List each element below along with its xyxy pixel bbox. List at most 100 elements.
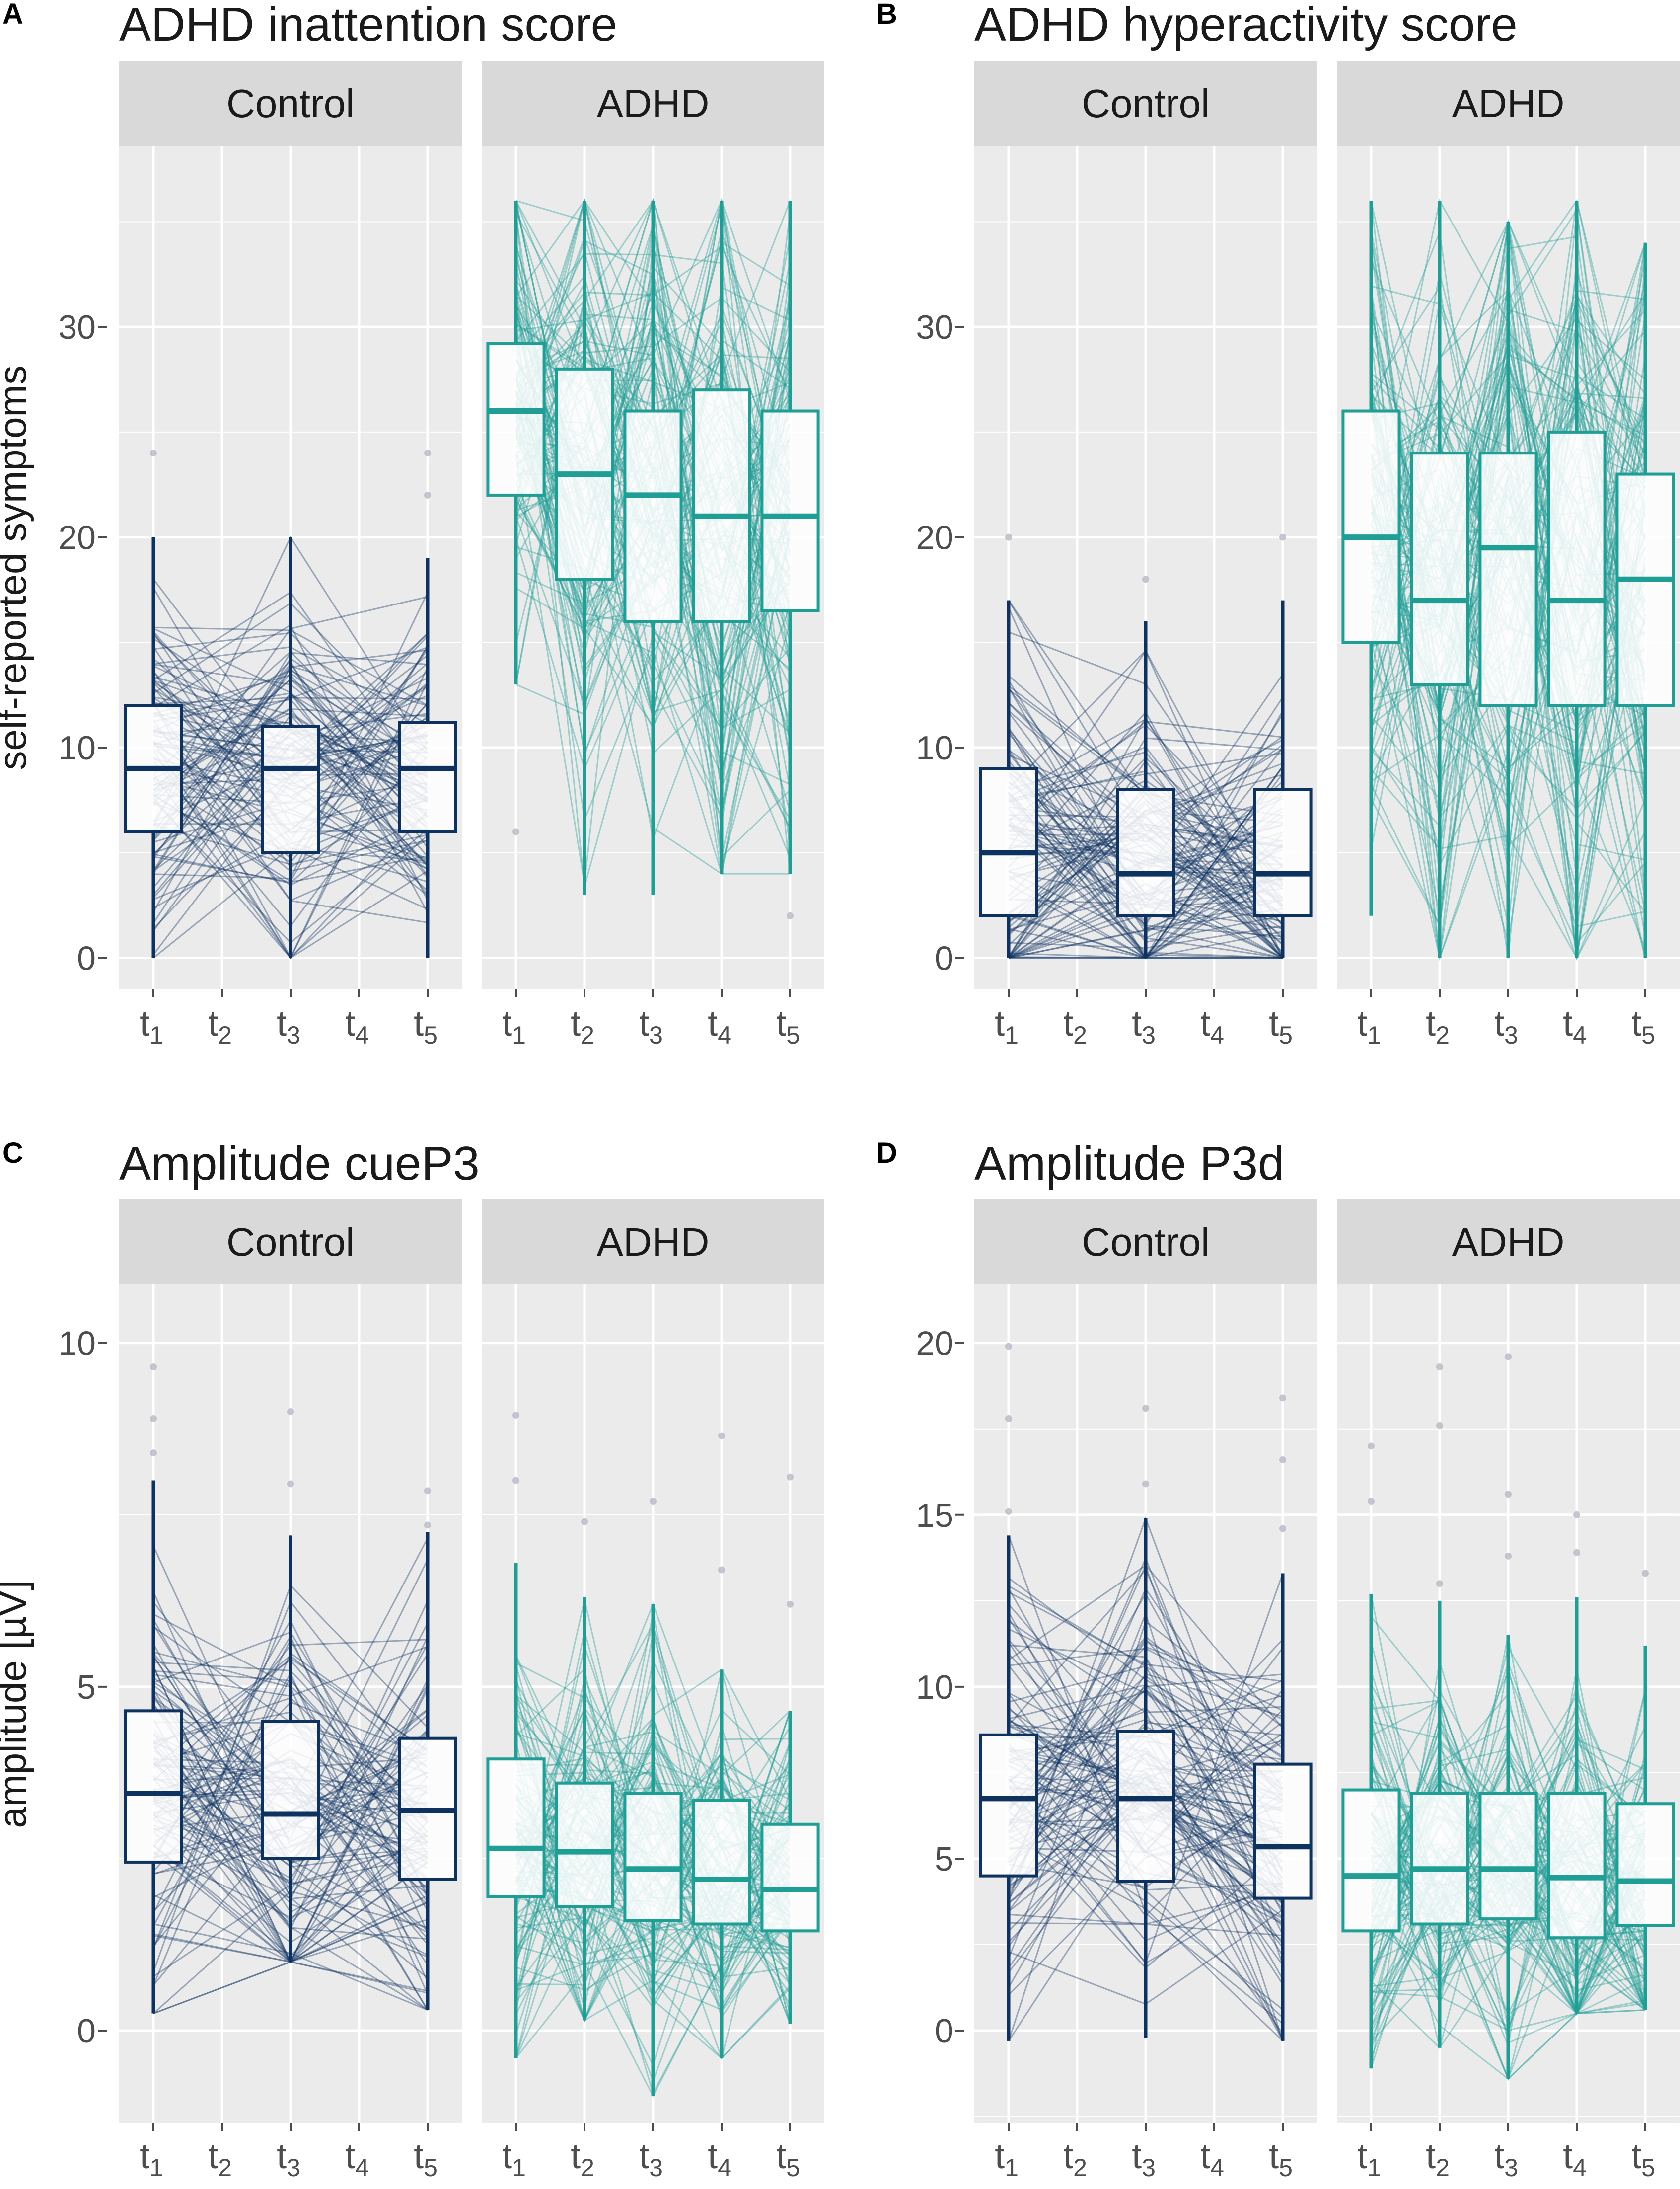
x-tick-label: t3	[277, 1004, 300, 1049]
participant-line	[152, 1666, 429, 1963]
outlier-point	[1279, 533, 1286, 541]
x-tick-label: t3	[1132, 2136, 1156, 2182]
box-iqr	[623, 409, 683, 623]
participant-line	[152, 1666, 428, 1963]
participant-line	[1008, 749, 1283, 959]
x-tick-label: t1	[140, 1004, 163, 1049]
outlier-point	[718, 1432, 725, 1439]
x-tick-label: t1	[1357, 1004, 1381, 1049]
outlier-point	[1368, 1442, 1375, 1450]
facet-adhd: ADHD t1 t2 t3 t4 t5	[482, 61, 824, 1049]
x-tick-label: t1	[995, 2136, 1019, 2182]
x-tick-label: t5	[1631, 1004, 1655, 1049]
outlier-point	[1436, 1422, 1443, 1429]
outlier-point	[1368, 1498, 1375, 1505]
x-tick-label: t5	[1631, 2136, 1655, 2182]
x-tick-label: t1	[995, 1004, 1019, 1049]
outlier-point	[424, 1521, 431, 1529]
facet-strip-label: ADHD	[597, 81, 710, 126]
x-tick-label: t1	[1357, 2136, 1381, 2182]
participant-line	[153, 1961, 428, 2014]
panel-title: Amplitude cueP3	[119, 1137, 480, 1190]
box-iqr	[692, 388, 751, 623]
outlier-point	[512, 1477, 519, 1484]
box-iqr	[623, 1792, 683, 1922]
x-tick-label: t4	[1200, 1004, 1224, 1049]
outlier-point	[581, 1518, 588, 1525]
y-tick-label: 10	[58, 729, 96, 767]
x-tick-label: t4	[708, 1004, 731, 1049]
outlier-point	[1573, 1511, 1580, 1518]
participant-line	[153, 1730, 429, 1963]
participant-line	[1008, 773, 1284, 959]
participant-line	[1008, 730, 1284, 959]
participant-line	[1008, 819, 1283, 959]
boxplot-t3	[623, 201, 683, 895]
box-iqr	[1547, 430, 1607, 707]
boxplot-t5	[1615, 242, 1675, 958]
outlier-point	[1505, 1353, 1512, 1360]
boxplot-t1	[1341, 1593, 1401, 2069]
x-tick-label: t3	[1132, 1004, 1156, 1049]
outlier-point	[1005, 1343, 1012, 1350]
y-tick-label: 0	[77, 939, 96, 977]
x-tick-label: t1	[140, 2136, 163, 2182]
box-iqr	[692, 1799, 751, 1926]
x-tick-label: t5	[1269, 1004, 1293, 1049]
participant-line	[152, 1777, 429, 1963]
participant-line	[1008, 765, 1284, 959]
panel-letter: B	[877, 0, 897, 30]
x-tick-label: t5	[414, 1004, 438, 1049]
outlier-point	[1142, 1405, 1149, 1412]
outlier-point	[424, 1487, 431, 1495]
x-tick-label: t2	[208, 1004, 232, 1049]
outlier-point	[1642, 1570, 1649, 1577]
x-tick-label: t5	[776, 2136, 800, 2182]
y-tick-label: 10	[58, 1325, 96, 1362]
x-tick-label: t4	[1563, 2136, 1587, 2182]
boxplot-t1	[486, 1563, 546, 2058]
boxplot-t2	[1410, 201, 1469, 958]
box-iqr	[261, 725, 320, 854]
outlier-point	[424, 491, 431, 499]
boxplot-t4	[692, 1669, 751, 2058]
boxplot-t4	[692, 201, 751, 874]
participant-line	[152, 1685, 429, 1963]
outlier-point	[1279, 1525, 1286, 1532]
outlier-point	[1005, 1508, 1012, 1515]
outlier-point	[718, 1566, 725, 1574]
facet-strip-label: Control	[226, 1220, 355, 1264]
facet-strip-label: ADHD	[1452, 81, 1565, 126]
facet-strip	[119, 1199, 462, 1284]
participant-line	[152, 667, 429, 960]
y-tick-label: 30	[58, 308, 96, 346]
facet-strip	[482, 1199, 824, 1284]
boxplot-t2	[555, 1597, 614, 2021]
x-tick-label: t2	[1063, 2136, 1087, 2182]
outlier-point	[787, 1600, 794, 1608]
box-iqr	[1341, 409, 1401, 644]
facet-adhd: ADHD t1 t2 t3 t4 t5	[482, 1199, 824, 2182]
boxplot-t3	[1116, 621, 1175, 958]
outlier-point	[1142, 1480, 1149, 1488]
outlier-point	[150, 450, 157, 457]
outlier-point	[150, 1449, 157, 1457]
boxplot-t1	[124, 1480, 183, 2014]
participant-line	[153, 1844, 428, 1963]
panel-letter: C	[2, 1137, 23, 1169]
box-iqr	[1615, 472, 1675, 707]
box-iqr	[1478, 452, 1538, 707]
outlier-point	[1505, 1491, 1512, 1498]
outlier-point	[787, 1473, 794, 1481]
x-tick-label: t4	[1563, 1004, 1587, 1049]
boxplot-t4	[1547, 201, 1607, 958]
boxplot-t2	[1410, 1600, 1469, 2048]
y-tick-label: 0	[77, 2012, 96, 2050]
boxplot-t5	[760, 201, 820, 874]
box-iqr	[760, 1822, 820, 1933]
facet-strip	[1337, 61, 1680, 146]
box-iqr	[1547, 1792, 1607, 1940]
x-tick-label: t5	[776, 1004, 800, 1049]
y-tick-label: 5	[935, 1840, 953, 1878]
participant-line	[1009, 931, 1283, 959]
